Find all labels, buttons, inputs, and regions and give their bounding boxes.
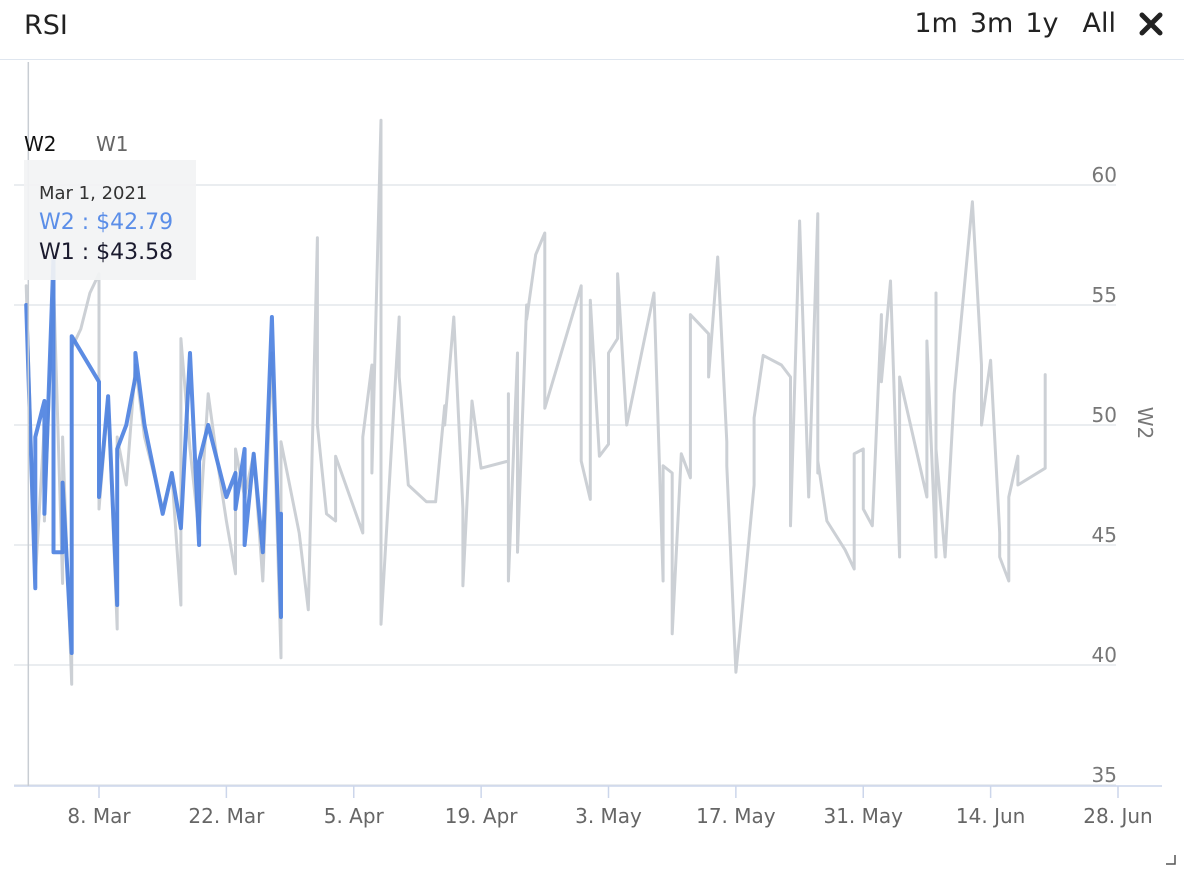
y-tick-label: 45 — [1092, 523, 1117, 547]
y-tick-label: 60 — [1092, 163, 1117, 187]
y-tick-label: 50 — [1092, 403, 1117, 427]
tooltip-w1-value: W1 : $43.58 — [39, 240, 173, 265]
y-tick-label: 35 — [1092, 763, 1117, 787]
x-tick-label: 28. Jun — [1083, 804, 1152, 828]
tooltip-background — [24, 160, 196, 280]
y-axis: 35 40 45 50 55 60 W2 — [1092, 163, 1157, 787]
x-tick-label: 5. Apr — [324, 804, 385, 828]
tooltip-date: Mar 1, 2021 — [39, 183, 147, 204]
series-lines — [24, 118, 1047, 686]
x-tick-label: 31. May — [823, 804, 903, 828]
legend: W2 W1 — [24, 132, 129, 156]
range-1y-button[interactable]: 1y — [1025, 8, 1059, 39]
x-tick-label: 14. Jun — [956, 804, 1025, 828]
x-tick-label: 17. May — [696, 804, 776, 828]
range-all-button[interactable]: All — [1082, 8, 1116, 39]
range-1m-button[interactable]: 1m — [914, 8, 958, 39]
y-tick-label: 55 — [1092, 283, 1117, 307]
resize-handle-icon[interactable] — [1166, 855, 1176, 865]
x-tick-label: 8. Mar — [67, 804, 131, 828]
y-axis-title: W2 — [1133, 407, 1157, 440]
legend-item-w2[interactable]: W2 — [24, 132, 57, 156]
legend-item-w1[interactable]: W1 — [96, 132, 129, 156]
close-icon[interactable] — [1138, 11, 1164, 37]
chart-title: RSI — [24, 10, 68, 41]
chart-header: RSI 1m 3m 1y All — [0, 0, 1184, 60]
y-tick-label: 40 — [1092, 643, 1117, 667]
x-axis: 8. Mar 22. Mar 5. Apr 19. Apr 3. May 17. May 3… — [14, 785, 1162, 828]
series-line-w2 — [24, 255, 283, 655]
rsi-chart: 8. Mar 22. Mar 5. Apr 19. Apr 3. May 17. May 3… — [14, 62, 1162, 828]
series-line-w1 — [24, 118, 1047, 686]
range-selector: 1m 3m 1y All — [902, 8, 1164, 39]
x-tick-label: 19. Apr — [445, 804, 519, 828]
tooltip: Mar 1, 2021 W2 : $42.79 W1 : $43.58 — [24, 160, 196, 280]
x-tick-label: 3. May — [575, 804, 642, 828]
x-tick-label: 22. Mar — [188, 804, 265, 828]
range-3m-button[interactable]: 3m — [969, 8, 1014, 39]
tooltip-w2-value: W2 : $42.79 — [39, 210, 173, 235]
